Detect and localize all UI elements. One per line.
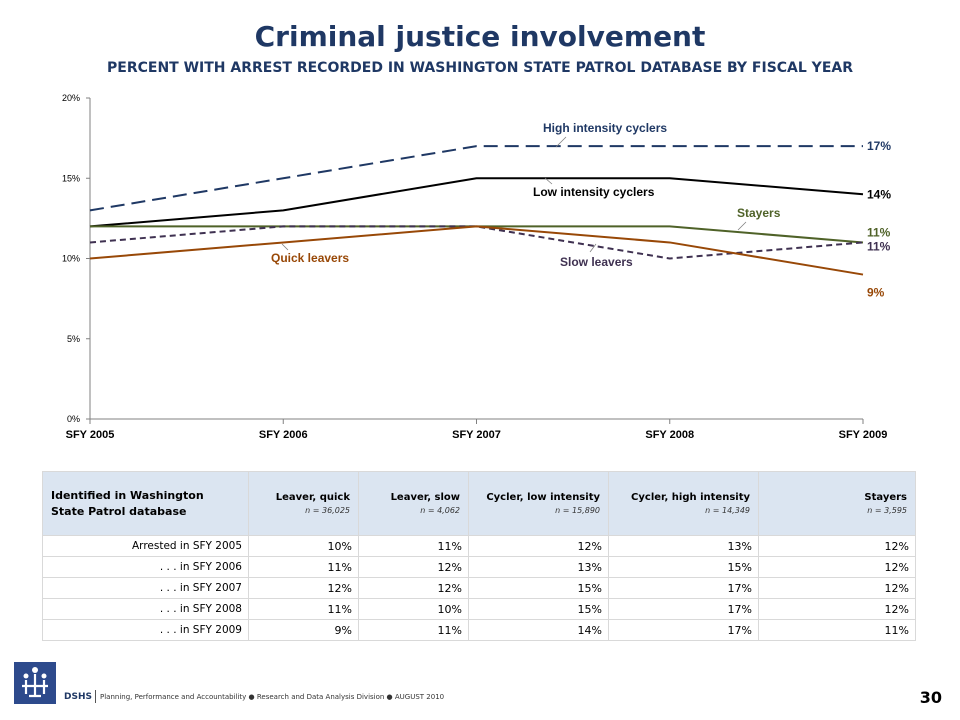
series-label-leader (544, 177, 553, 185)
x-tick-label: SFY 2009 (839, 429, 888, 441)
table-cell: 12% (468, 535, 609, 557)
table-cell: 11% (358, 619, 469, 641)
series-label-leader (737, 221, 747, 231)
footer-text: Planning, Performance and Accountability… (100, 693, 445, 701)
table-cell: 11% (758, 619, 916, 641)
table-cell: 12% (358, 556, 469, 578)
column-name: Stayers (864, 491, 907, 503)
table-row: Arrested in SFY 2005 10% 11% 12% 13% 12% (42, 535, 916, 557)
series-line (89, 225, 864, 276)
table-column-header: Stayers n = 3,595 (758, 471, 916, 536)
row-label: . . . in SFY 2009 (42, 619, 249, 641)
series-line (89, 177, 864, 228)
dshs-logo-icon (14, 662, 56, 704)
table-cell: 10% (248, 535, 359, 557)
table-cell: 14% (468, 619, 609, 641)
table-column-header: Cycler, high intensity n = 14,349 (608, 471, 759, 536)
data-table: Identified in Washington State Patrol da… (42, 471, 916, 641)
series-end-label: 9% (867, 286, 885, 300)
column-name: Leaver, quick (275, 491, 350, 503)
page-subtitle: PERCENT WITH ARREST RECORDED IN WASHINGT… (107, 60, 853, 76)
column-n: n = 14,349 (705, 505, 750, 515)
column-n: n = 15,890 (555, 505, 600, 515)
series-end-label: 11% (867, 239, 891, 253)
y-tick-label: 5% (67, 334, 80, 344)
x-tick-label: SFY 2005 (66, 429, 115, 441)
row-label: Arrested in SFY 2005 (42, 535, 249, 557)
column-n: n = 3,595 (867, 505, 907, 515)
table-row: . . . in SFY 2007 12% 12% 15% 17% 12% (42, 577, 916, 599)
x-tick-label: SFY 2006 (259, 429, 308, 441)
table-column-header: Cycler, low intensity n = 15,890 (468, 471, 609, 536)
table-cell: 13% (608, 535, 759, 557)
x-tick-label: SFY 2008 (645, 429, 694, 441)
y-tick-label: 15% (62, 173, 80, 183)
table-cell: 12% (758, 556, 916, 578)
table-cell: 17% (608, 598, 759, 620)
table-header-row: Identified in Washington State Patrol da… (42, 471, 916, 536)
series-name-label: Quick leavers (271, 251, 349, 265)
series-end-label: 17% (867, 139, 891, 153)
series-name-label: Low intensity cyclers (533, 185, 655, 199)
series-label-leader (555, 136, 567, 148)
column-n: n = 4,062 (420, 505, 460, 515)
series-name-label: Slow leavers (560, 255, 633, 269)
series-name-label: High intensity cyclers (543, 121, 667, 135)
row-label: . . . in SFY 2008 (42, 598, 249, 620)
table-cell: 12% (758, 577, 916, 599)
footer-org: DSHS (64, 692, 92, 702)
table-cell: 12% (758, 535, 916, 557)
y-tick-label: 20% (62, 93, 80, 103)
table-cell: 12% (758, 598, 916, 620)
column-n: n = 36,025 (305, 505, 350, 515)
table-cell: 11% (358, 535, 469, 557)
series-line (90, 225, 864, 244)
column-name: Cycler, high intensity (631, 491, 750, 503)
series-end-label: 14% (867, 187, 891, 201)
series-end-label: 11% (867, 225, 891, 239)
footer-divider (95, 690, 96, 703)
table-cell: 11% (248, 598, 359, 620)
table-cell: 15% (468, 577, 609, 599)
column-name: Cycler, low intensity (486, 491, 600, 503)
y-tick-label: 10% (62, 254, 80, 264)
table-column-header: Leaver, quick n = 36,025 (248, 471, 359, 536)
line-chart: 0% 5% 10% 15% 20% SFY 2005 SFY 2006 SFY 2007 SFY… (62, 93, 891, 441)
table-cell: 17% (608, 577, 759, 599)
series-label-leader (589, 243, 597, 253)
table-cell: 10% (358, 598, 469, 620)
series-label-leader (281, 243, 289, 251)
series-line (89, 225, 864, 260)
table-row: . . . in SFY 2006 11% 12% 13% 15% 12% (42, 556, 916, 578)
page-title: Criminal justice involvement (254, 20, 706, 53)
table-cell: 9% (248, 619, 359, 641)
table-cell: 17% (608, 619, 759, 641)
column-name: Leaver, slow (390, 491, 460, 503)
table-cell: 15% (608, 556, 759, 578)
table-cell: 12% (358, 577, 469, 599)
table-corner-label: Identified in Washington State Patrol da… (42, 471, 249, 536)
series-line (89, 145, 863, 212)
row-label: . . . in SFY 2007 (42, 577, 249, 599)
table-cell: 15% (468, 598, 609, 620)
table-cell: 11% (248, 556, 359, 578)
series-name-label: Stayers (737, 206, 781, 220)
table-cell: 12% (248, 577, 359, 599)
y-tick-label: 0% (67, 414, 80, 424)
table-cell: 13% (468, 556, 609, 578)
page-number: 30 (919, 688, 942, 707)
table-row: . . . in SFY 2009 9% 11% 14% 17% 11% (42, 619, 916, 641)
table-row: . . . in SFY 2008 11% 10% 15% 17% 12% (42, 598, 916, 620)
table-column-header: Leaver, slow n = 4,062 (358, 471, 469, 536)
row-label: . . . in SFY 2006 (42, 556, 249, 578)
x-tick-label: SFY 2007 (452, 429, 501, 441)
